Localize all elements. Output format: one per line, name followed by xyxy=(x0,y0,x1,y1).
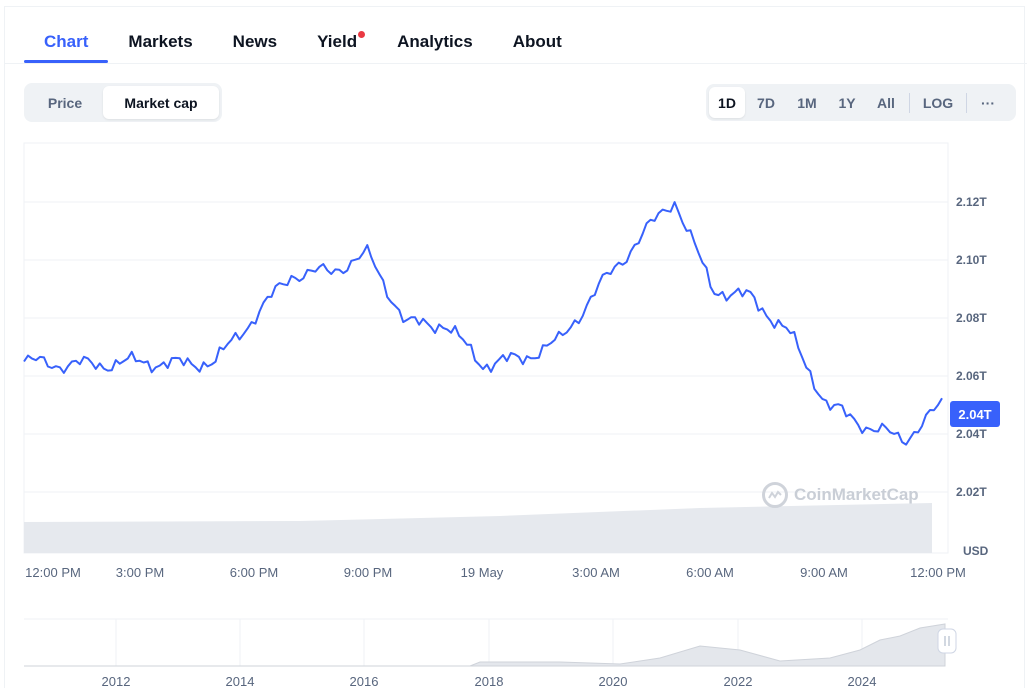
range-1d-button[interactable]: 1D xyxy=(709,87,745,118)
market-cap-line xyxy=(23,201,943,446)
more-options-button[interactable]: ··· xyxy=(981,94,995,111)
coinmarketcap-logo-icon xyxy=(762,482,788,508)
navigator-year-label: 2022 xyxy=(724,674,753,688)
notification-dot xyxy=(358,31,366,38)
range-divider xyxy=(909,92,910,113)
x-axis: 12:00 PM 3:00 PM 6:00 PM 9:00 PM 19 May 3:00 … xyxy=(25,565,966,580)
tab-label: About xyxy=(512,32,562,51)
coinmarketcap-watermark: CoinMarketCap xyxy=(762,482,919,508)
tab-about[interactable]: About xyxy=(493,22,582,63)
chart-panel xyxy=(4,6,1025,688)
navigator-year-label: 2024 xyxy=(848,674,877,688)
x-tick-label: 6:00 PM xyxy=(230,565,278,580)
x-tick-label: 12:00 PM xyxy=(25,565,81,580)
tab-analytics[interactable]: Analytics xyxy=(377,22,493,63)
overview-navigator[interactable]: 2012 2014 2016 2018 2020 2022 2024 xyxy=(24,618,957,688)
navigator-year-label: 2014 xyxy=(226,674,255,688)
y-axis: 2.02T 2.04T 2.06T 2.08T 2.10T 2.12T xyxy=(956,195,987,499)
x-tick-label: 3:00 PM xyxy=(116,565,164,580)
range-all-button[interactable]: All xyxy=(877,94,895,111)
tabs-divider xyxy=(5,63,1027,64)
x-tick-label: 6:00 AM xyxy=(686,565,734,580)
y-tick-label: 2.06T xyxy=(956,369,987,383)
y-tick-label: 2.12T xyxy=(956,195,987,209)
price-toggle-button[interactable]: Price xyxy=(47,94,83,111)
tab-chart[interactable]: Chart xyxy=(24,22,109,63)
currency-label: USD xyxy=(963,544,989,558)
x-tick-label: 9:00 AM xyxy=(800,565,848,580)
log-scale-button[interactable]: LOG xyxy=(922,94,954,111)
time-range-selector: 1D 7D 1M 1Y All LOG ··· xyxy=(706,84,1016,121)
tab-markets[interactable]: Markets xyxy=(108,22,212,63)
range-7d-button[interactable]: 7D xyxy=(757,94,775,111)
x-tick-label: 9:00 PM xyxy=(344,565,392,580)
range-1y-button[interactable]: 1Y xyxy=(838,94,856,111)
chart-mode-toggle: Price Market cap xyxy=(24,83,222,122)
range-divider xyxy=(966,92,967,113)
market-cap-toggle-button[interactable]: Market cap xyxy=(103,86,219,119)
tab-news[interactable]: News xyxy=(213,22,297,63)
tab-label: Markets xyxy=(128,32,193,51)
y-tick-label: 2.04T xyxy=(956,427,987,441)
y-tick-label: 2.08T xyxy=(956,311,987,325)
volume-area xyxy=(24,503,932,553)
current-value-tag: 2.04T xyxy=(950,401,1000,427)
tab-label: Chart xyxy=(44,32,89,51)
navigator-year-label: 2020 xyxy=(599,674,628,688)
tab-yield[interactable]: Yield xyxy=(297,22,377,63)
y-tick-label: 2.10T xyxy=(956,253,987,267)
y-tick-label: 2.02T xyxy=(956,485,987,499)
tab-label: Yield xyxy=(317,32,358,51)
navigator-year-label: 2018 xyxy=(475,674,504,688)
range-1m-button[interactable]: 1M xyxy=(797,94,817,111)
volume-bars xyxy=(24,503,932,553)
tab-label: News xyxy=(232,32,278,51)
x-tick-label: 3:00 AM xyxy=(572,565,620,580)
navigator-area xyxy=(24,623,946,667)
tab-label: Analytics xyxy=(397,32,473,51)
watermark-text: CoinMarketCap xyxy=(794,485,919,504)
navigator-handle[interactable] xyxy=(937,628,957,654)
navigator-year-label: 2012 xyxy=(102,674,131,688)
x-tick-label: 19 May xyxy=(461,565,504,580)
x-tick-label: 12:00 PM xyxy=(910,565,966,580)
tab-bar: Chart Markets News Yield Analytics About xyxy=(24,22,582,64)
navigator-year-label: 2016 xyxy=(350,674,379,688)
